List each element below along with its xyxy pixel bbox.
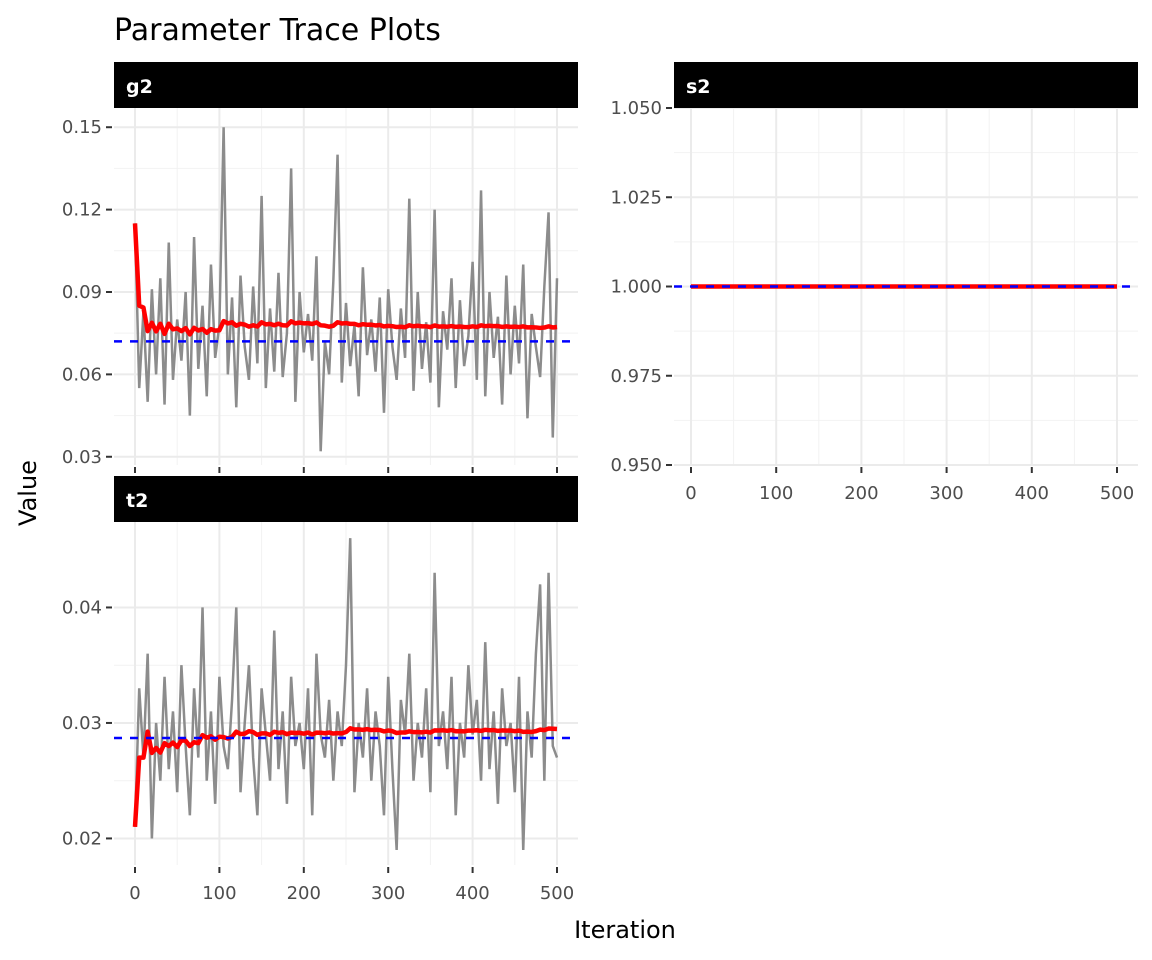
y-tick-label: 0.975: [610, 366, 662, 387]
running-mean-line: [132, 726, 558, 828]
y-tick-label: 1.000: [610, 277, 662, 298]
x-tick-label: 500: [1100, 483, 1134, 504]
panel-s2: 0.950 0.975 1.000 1.025 1.050 0 100 200 300 400 50…: [610, 62, 1138, 504]
x-tick-label: 300: [929, 483, 963, 504]
x-tick-label: 500: [540, 883, 574, 904]
y-tick-label: 0.04: [62, 597, 102, 618]
x-axis-label: Iteration: [574, 916, 676, 944]
y-tick-label: 0.09: [62, 282, 102, 303]
trace-line: [133, 127, 559, 452]
x-tick-label: 400: [455, 883, 489, 904]
x-tick-label: 300: [371, 883, 405, 904]
y-tick-label: 0.06: [62, 364, 102, 385]
x-tick-label: 200: [287, 883, 321, 904]
strip-label: g2: [126, 76, 153, 98]
y-tick-label: 1.025: [610, 187, 662, 208]
x-tick-label: 0: [129, 883, 140, 904]
panel-g2: 0.03 0.06 0.09 0.12 0.15 g2: [62, 62, 578, 473]
y-tick-label: 0.03: [62, 447, 102, 468]
strip-header: [114, 62, 578, 108]
strip-header: [674, 62, 1138, 108]
x-tick-label: 400: [1015, 483, 1049, 504]
y-tick-label: 0.950: [610, 455, 662, 476]
x-tick-label: 100: [759, 483, 793, 504]
y-tick-label: 1.050: [610, 98, 662, 119]
x-tick-label: 0: [685, 483, 696, 504]
y-tick-label: 0.15: [62, 117, 102, 138]
chart-title: Parameter Trace Plots: [114, 13, 441, 48]
x-tick-label: 200: [844, 483, 878, 504]
x-tick-label: 100: [202, 883, 236, 904]
trace-line: [133, 538, 559, 851]
y-tick-label: 0.03: [62, 713, 102, 734]
strip-label: s2: [686, 76, 711, 98]
y-tick-label: 0.12: [62, 200, 102, 221]
panel-t2: 0.02 0.03 0.04 0 100 200 300 400 500 t2: [62, 476, 578, 904]
y-axis-label: Value: [14, 460, 42, 526]
strip-header: [114, 476, 578, 522]
y-tick-label: 0.02: [62, 828, 102, 849]
running-mean-line: [132, 223, 558, 337]
strip-label: t2: [126, 490, 148, 512]
